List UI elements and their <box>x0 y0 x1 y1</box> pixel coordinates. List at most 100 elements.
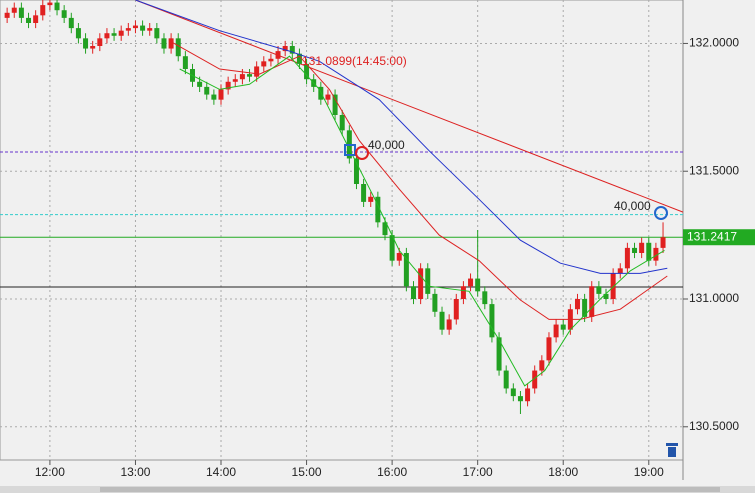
candle-body <box>261 61 267 67</box>
x-tick-label: 19:00 <box>634 465 664 479</box>
candle-body <box>396 253 402 261</box>
price-tag <box>683 229 755 246</box>
candle-body <box>247 74 253 77</box>
candle-body <box>61 10 67 18</box>
candle-body <box>375 196 381 223</box>
candle-body <box>325 94 331 100</box>
x-tick-label: 14:00 <box>206 465 236 479</box>
annotation: 40,000 <box>614 199 651 213</box>
candle-body <box>582 299 588 317</box>
candle-body <box>275 51 281 59</box>
candle-body <box>510 388 516 397</box>
candle-body <box>268 58 274 62</box>
candle-body <box>75 28 81 39</box>
candle-body <box>204 86 210 95</box>
candle-body <box>632 247 638 253</box>
candle-body <box>132 25 138 29</box>
candle-body <box>546 337 552 361</box>
candle-body <box>239 74 245 80</box>
candle-body <box>175 38 181 57</box>
marker[interactable] <box>654 206 668 220</box>
candle-body <box>104 33 110 39</box>
candle-body <box>525 388 531 402</box>
candle-body <box>439 311 445 330</box>
x-tick-label: 13:00 <box>120 465 150 479</box>
candle-body <box>47 2 53 6</box>
candle-body <box>603 293 609 299</box>
candle-body <box>154 28 160 39</box>
trash-icon[interactable] <box>666 443 678 457</box>
candle-body <box>574 299 580 310</box>
candle-body <box>232 79 238 82</box>
candle-body <box>389 235 395 261</box>
candle-body <box>218 89 224 100</box>
y-tick-label: 130.5000 <box>689 419 739 433</box>
candle-body <box>610 273 616 299</box>
trendline <box>135 0 684 213</box>
candle-body <box>560 324 566 330</box>
candle-body <box>339 115 345 131</box>
candle-body <box>40 5 46 16</box>
candle-body <box>482 291 488 305</box>
candle-body <box>460 286 466 299</box>
candle-body <box>418 268 424 299</box>
y-tick-label: 132.0000 <box>689 36 739 50</box>
x-tick-label: 18:00 <box>548 465 578 479</box>
candle-body <box>97 38 103 46</box>
candle-body <box>382 222 388 236</box>
candle-body <box>646 242 652 261</box>
marker[interactable] <box>344 144 356 156</box>
candle-body <box>111 33 117 36</box>
candle-body <box>83 38 89 49</box>
moving-average <box>169 40 668 320</box>
candle-body <box>168 38 174 49</box>
price-axis <box>683 0 755 493</box>
candle-body <box>225 81 231 90</box>
candle-body <box>90 46 96 49</box>
candle-body <box>368 196 374 202</box>
plot-area <box>0 0 684 461</box>
moving-average <box>135 0 668 274</box>
candle-body <box>532 370 538 389</box>
candle-body <box>653 247 659 261</box>
candle-body <box>254 66 260 77</box>
candle-body <box>539 360 545 371</box>
candle-body <box>11 7 17 13</box>
price-label: 131.2417 <box>687 229 737 243</box>
y-tick-label: 131.5000 <box>689 163 739 177</box>
annotation: 40,000 <box>368 138 405 152</box>
candle-body <box>617 268 623 274</box>
candle-body <box>639 242 645 253</box>
candle-body <box>589 286 595 317</box>
candle-body <box>624 247 630 269</box>
marker[interactable] <box>355 146 369 160</box>
moving-average <box>179 55 665 387</box>
candle-body <box>596 286 602 294</box>
candle-body <box>125 28 131 31</box>
annotation: 131.0899(14:45:00) <box>302 54 407 68</box>
candle-body <box>296 53 302 64</box>
candle-body <box>140 25 146 31</box>
candle-body <box>660 237 666 248</box>
candle-body <box>432 293 438 312</box>
plot: 132.0000 131.5000 131.0000 130.5000 12:00 13:… <box>0 0 755 479</box>
candle-body <box>496 337 502 371</box>
candle-body <box>411 286 417 299</box>
candle-body <box>18 7 24 18</box>
candle-body <box>453 299 459 320</box>
candle-body <box>4 12 10 18</box>
candle-body <box>118 30 124 36</box>
candle-body <box>353 158 359 184</box>
candle-body <box>147 28 153 31</box>
candle-body <box>489 304 495 338</box>
candle-body <box>54 2 60 11</box>
candle-body <box>403 253 409 287</box>
candle-body <box>289 46 295 54</box>
candle-body <box>182 56 188 69</box>
y-tick-label: 131.0000 <box>689 291 739 305</box>
candle-body <box>553 324 559 338</box>
scroll-thumb[interactable] <box>100 487 720 492</box>
candle-body <box>161 38 167 49</box>
candle-body <box>475 278 481 292</box>
